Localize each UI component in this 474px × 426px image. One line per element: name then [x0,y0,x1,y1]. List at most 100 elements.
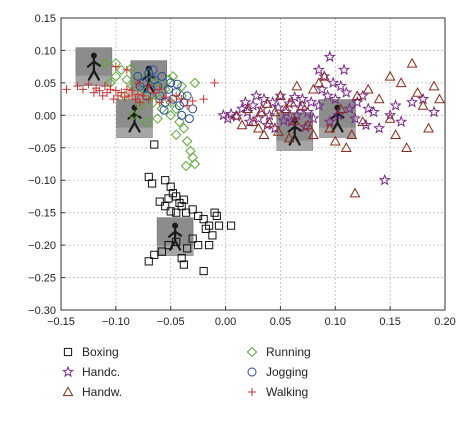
legend-item-handw: Handw. [62,385,122,399]
handw-point [264,117,275,128]
handc-point [277,114,290,126]
boxing-point [147,179,157,188]
data-points [62,50,445,276]
handw-point [434,93,445,104]
handw-point [335,103,347,114]
y-tick-label: −0.30 [28,305,56,317]
handc-point [340,86,353,98]
legend: Boxing Handc. Handw. Running Jogging Walking [61,345,311,399]
handw-point [272,125,284,136]
legend-label-handc: Handc. [82,365,120,379]
legend-item-jogging: Jogging [247,365,308,379]
handc-point [362,102,375,115]
handc-point [221,112,234,124]
handw-point [242,103,253,114]
legend-marker-jogging [247,367,257,377]
walking-point [62,85,71,94]
jogging-point [157,71,167,81]
jogging-point [172,79,182,89]
legend-label-handw: Handw. [82,385,122,399]
handc-point [288,90,301,103]
walking-point [111,62,121,71]
boxing-point [199,215,208,224]
running-point [180,160,192,172]
walking-point [78,85,88,94]
legend-item-running: Running [246,345,311,359]
running-point [143,67,155,79]
handw-point [384,112,396,123]
handw-point [417,99,429,110]
walking-point [150,88,159,97]
handc-point [337,63,351,76]
running-point [99,58,111,69]
handc-point [318,69,331,82]
boxing-point [172,208,181,217]
legend-item-walking: Walking [247,385,308,399]
handw-point [412,86,424,97]
jogging-point [182,91,192,101]
jogging-point [148,65,158,75]
handc-point [373,121,386,134]
legend-item-handc: Handc. [61,365,120,379]
handc-point [316,82,329,95]
running-point [152,113,163,124]
legend-marker-running [246,346,258,358]
thumbnail-floor [75,75,112,86]
handc-point [290,108,303,121]
walking-point [135,98,145,107]
y-tick-label: −0.15 [28,208,56,220]
jogging-point [184,114,194,124]
y-tick-label: 0.15 [35,13,56,25]
running-point [170,129,182,141]
thumbnail-floor [116,127,153,138]
handc-point [384,108,397,121]
person-boxing-icon [168,222,183,251]
legend-marker-boxing [63,347,73,357]
handw-point [428,80,440,91]
boxing-point [179,260,188,269]
boxing-point [177,202,186,211]
plot-frame [60,17,446,311]
boxing-point [226,221,236,230]
handc-point [266,95,279,108]
handw-point [384,70,396,81]
walking-point [177,94,186,104]
walking-point [210,78,219,88]
handc-point [301,105,314,118]
handw-point [357,116,369,127]
y-tick-label: 0.05 [35,78,56,90]
boxing-point [194,241,203,250]
boxing-point [166,182,175,191]
person-walking-icon [86,52,102,81]
boxing-point [161,176,170,185]
handw-point [351,90,363,101]
handc-point [274,89,287,102]
handc-point [405,95,419,108]
handw-point [313,77,325,88]
handw-point [324,122,336,133]
walking-point [133,90,142,99]
handw-point [261,98,273,108]
jogging-point [135,81,145,91]
walking-point [199,94,208,104]
boxing-point [183,244,192,253]
handw-point [302,119,314,130]
handw-point [291,80,303,91]
walking-point [106,85,115,94]
legend-marker-walking [247,387,257,397]
x-tick-label: −0.15 [47,316,75,328]
y-tick-label: −0.10 [28,175,56,187]
plot-area [61,18,445,310]
handc-point [321,89,334,102]
handw-point [283,132,295,143]
legend-item-boxing: Boxing [63,345,119,359]
handc-point [332,108,345,121]
boxing-point [177,253,186,263]
handc-point [323,50,336,63]
walking-point [155,98,164,107]
handc-point [246,99,260,111]
walking-point [144,94,153,104]
y-tick-label: −0.05 [28,143,56,155]
handc-point [252,112,265,124]
running-point [116,64,127,76]
